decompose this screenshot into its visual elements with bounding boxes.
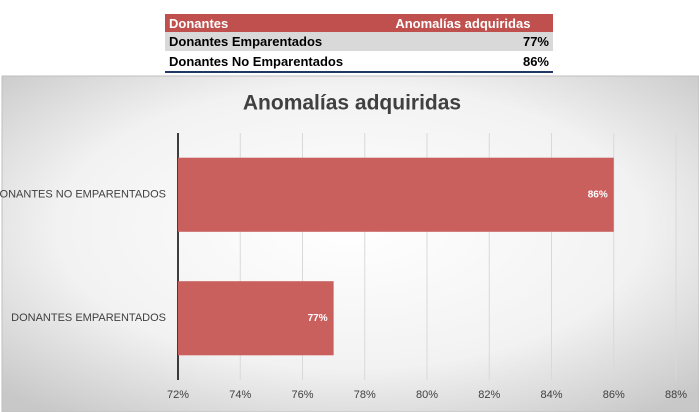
x-tick-label: 76%	[291, 389, 313, 401]
table-row: Donantes Emparentados 77%	[165, 32, 553, 52]
table-header: Donantes Anomalías adquiridas	[165, 14, 553, 32]
x-tick-label: 72%	[167, 389, 189, 401]
data-label: 86%	[588, 189, 608, 200]
header-cell: Anomalías adquiridas	[367, 14, 553, 32]
table-cell: 86%	[367, 51, 553, 73]
data-label: 77%	[308, 313, 328, 324]
chart-area	[1, 75, 699, 412]
bar	[178, 157, 614, 232]
table-cell: Donantes No Emparentados	[165, 51, 368, 73]
header-cell: Donantes	[165, 14, 368, 32]
y-tick-label: DONANTES NO EMPARENTADOS	[0, 189, 166, 201]
data-table: Donantes Anomalías adquiridas Donantes E…	[165, 14, 553, 73]
x-tick-label: 88%	[665, 389, 687, 401]
table-row: Donantes No Emparentados 86%	[165, 51, 553, 73]
bar	[178, 281, 334, 356]
table-cell: Donantes Emparentados	[165, 32, 368, 52]
x-tick-label: 86%	[603, 389, 625, 401]
x-tick-label: 84%	[540, 389, 562, 401]
table-cell: 77%	[367, 32, 553, 52]
y-tick-label: DONANTES EMPARENTADOS	[11, 312, 166, 324]
x-tick-label: 74%	[229, 389, 251, 401]
x-tick-label: 80%	[416, 389, 438, 401]
x-tick-label: 82%	[478, 389, 500, 401]
x-tick-label: 78%	[354, 389, 376, 401]
chart-title: Anomalías adquiridas	[243, 92, 461, 115]
